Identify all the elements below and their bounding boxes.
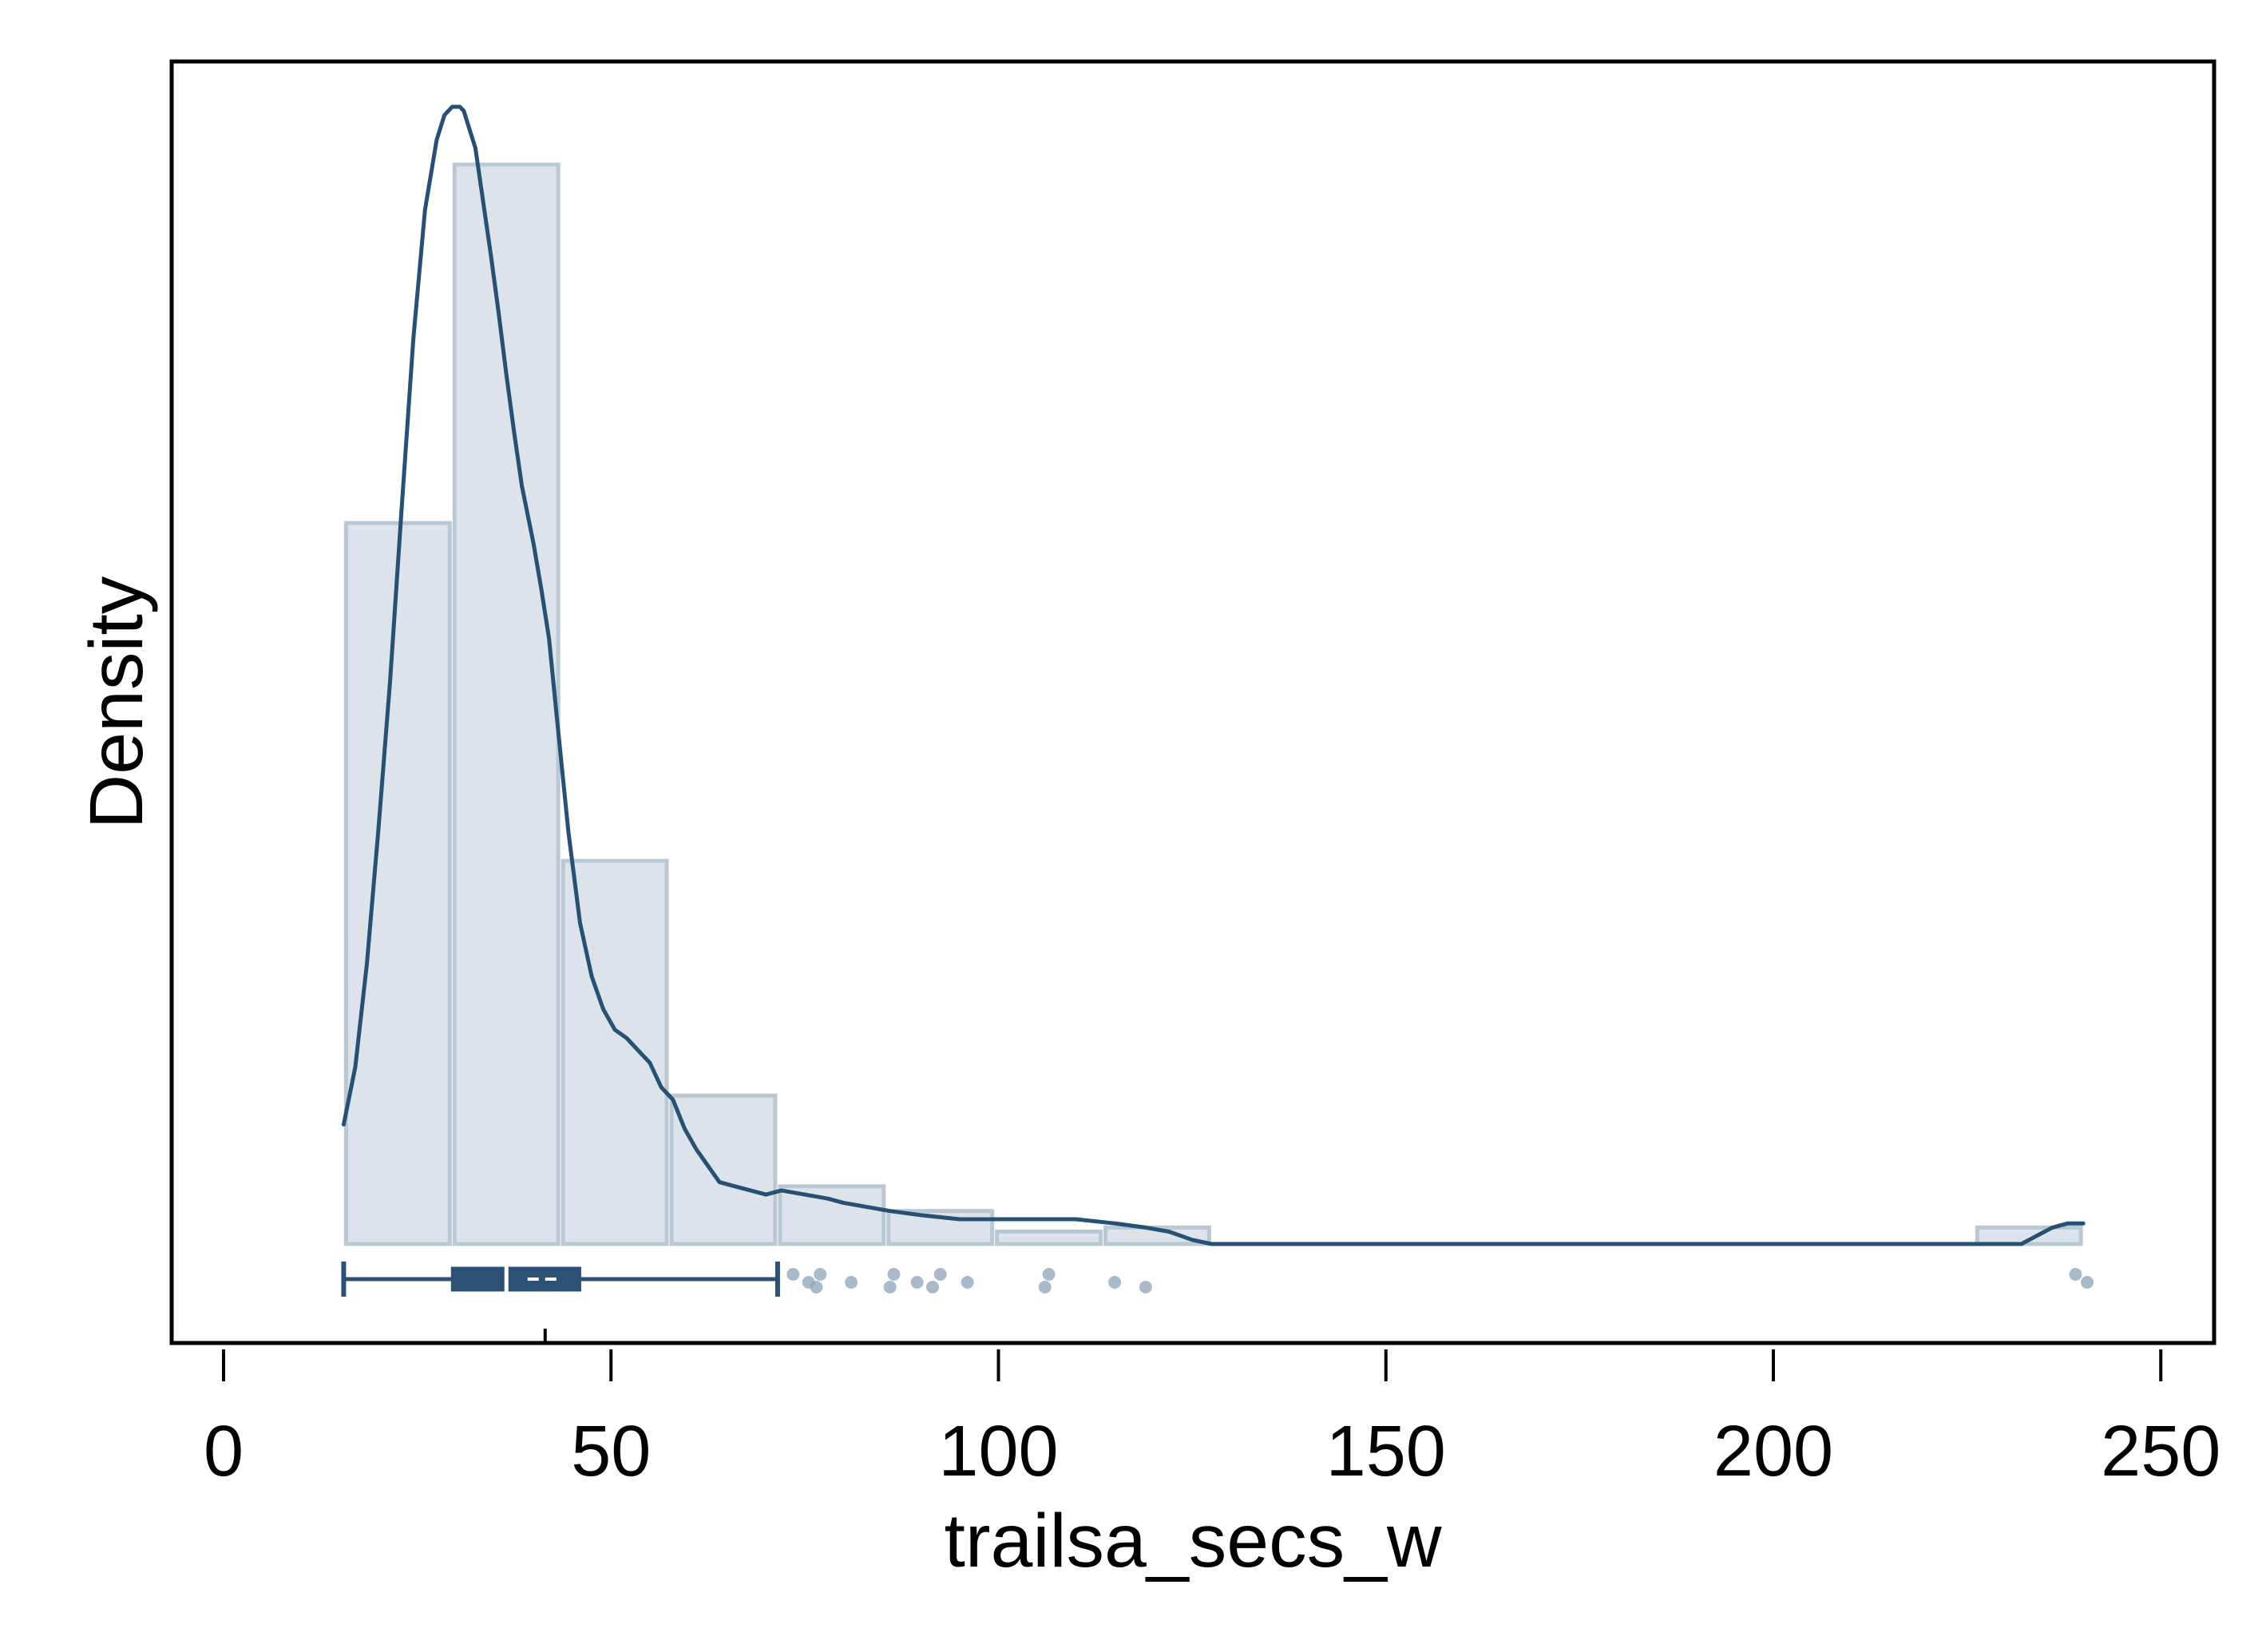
histogram-bar-8: [1103, 1225, 1211, 1246]
boxplot-outlier: [926, 1281, 940, 1293]
boxplot-outlier: [910, 1276, 924, 1289]
boxplot-outlier: [2081, 1276, 2094, 1289]
histogram-bar-9: [1975, 1225, 2083, 1246]
x-tick-label: 150: [1326, 1412, 1446, 1492]
x-tick-label: 50: [571, 1412, 651, 1492]
boxplot-outlier: [1139, 1281, 1152, 1293]
boxplot-outlier: [887, 1268, 901, 1281]
boxplot: [341, 1262, 2094, 1343]
histogram-bar-5: [778, 1184, 886, 1246]
x-tick-label: 200: [1713, 1412, 1833, 1492]
x-axis-ticks: 0 50 100 150 200 250: [204, 1349, 2220, 1492]
x-tick-label: 0: [204, 1412, 244, 1492]
histogram-bar-2: [452, 162, 561, 1246]
y-axis-label: Density: [74, 576, 159, 829]
boxplot-outlier: [933, 1268, 947, 1281]
boxplot-outlier: [961, 1276, 974, 1289]
kde-line-layer: [341, 105, 2086, 1246]
boxplot-outlier: [845, 1276, 858, 1289]
kde-line: [341, 105, 2086, 1246]
x-tick-label: 250: [2101, 1412, 2220, 1492]
histogram-bar-1: [343, 521, 452, 1246]
boxplot-outlier: [883, 1281, 897, 1293]
histogram-bar-4: [669, 1093, 778, 1246]
boxplot-outlier: [810, 1281, 823, 1293]
boxplot-outlier: [1108, 1276, 1122, 1289]
boxplot-outlier: [2069, 1268, 2082, 1281]
boxplot-outlier: [814, 1268, 827, 1281]
x-axis-label: trailsa_secs_w: [944, 1499, 1441, 1583]
boxplot-outlier: [786, 1268, 800, 1281]
x-tick-label: 100: [938, 1412, 1058, 1492]
boxplot-outlier: [1038, 1281, 1052, 1293]
histogram-bar-7: [995, 1230, 1103, 1246]
boxplot-box: [450, 1266, 581, 1292]
boxplot-outlier: [1042, 1268, 1056, 1281]
